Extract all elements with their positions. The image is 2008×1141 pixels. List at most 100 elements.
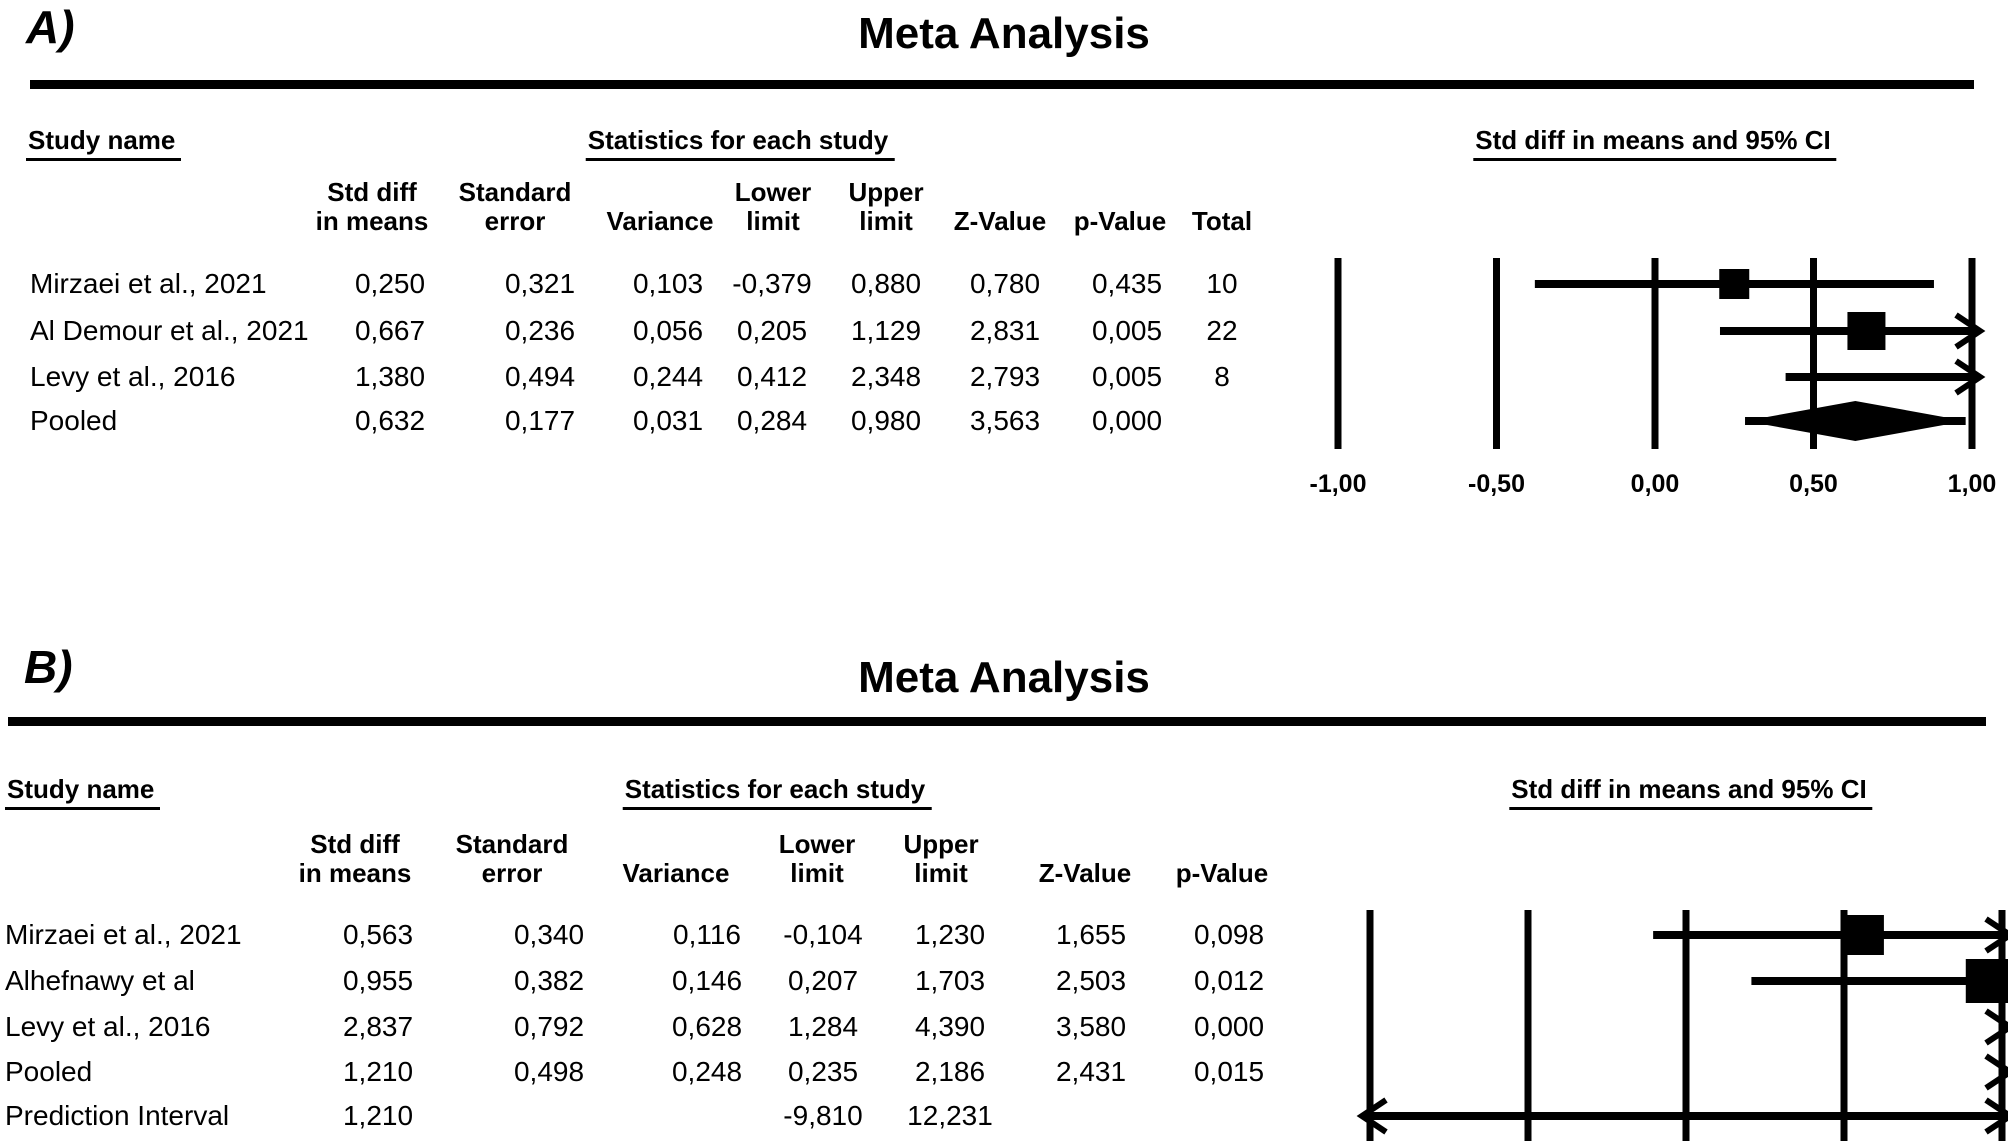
section-header-text: Statistics for each study <box>585 127 895 161</box>
value-cell: 0,667 <box>354 315 426 346</box>
panel-a-statistics-header: Statistics for each study <box>585 127 895 161</box>
pooled-diamond <box>1745 401 1966 441</box>
panel-a-header-rule <box>30 80 1974 89</box>
value-cell: 2,793 <box>969 361 1041 392</box>
value-cell: 0,031 <box>632 405 704 436</box>
value-cell: -9,810 <box>783 1100 863 1131</box>
column-header: limit <box>746 206 800 236</box>
value-cell: 0,340 <box>513 919 585 950</box>
column-header: in means <box>315 206 429 236</box>
value-cell: 2,831 <box>969 315 1041 346</box>
study-name: Levy et al., 2016 <box>30 361 236 392</box>
value-cell: 0,880 <box>850 268 922 299</box>
column-header: Standard <box>458 177 572 207</box>
study-name: Pooled <box>30 405 118 436</box>
panel-a-study-name-header: Study name <box>26 127 182 161</box>
value-cell: -0,379 <box>732 268 812 299</box>
value-cell: 0,000 <box>1193 1011 1265 1042</box>
column-header: Z-Value <box>1038 858 1132 888</box>
column-header: p-Value <box>1073 206 1167 236</box>
value-cell: 0,103 <box>632 268 704 299</box>
value-cell: 1,129 <box>850 315 922 346</box>
effect-square <box>1719 269 1750 299</box>
panel-a-plot-header: Std diff in means and 95% CI <box>1473 127 1837 161</box>
panel-a-title: Meta Analysis <box>858 9 1150 58</box>
column-header: p-Value <box>1175 858 1269 888</box>
column-header: limit <box>790 858 844 888</box>
panel-b-header-rule <box>8 717 1986 726</box>
value-cell: 0,056 <box>632 315 704 346</box>
effect-square <box>1965 959 2008 1003</box>
study-name: Al Demour et al., 2021 <box>30 315 309 346</box>
right-arrowhead <box>1984 1008 2008 1046</box>
value-cell: 1,655 <box>1055 919 1127 950</box>
value-cell: 22 <box>1206 315 1238 346</box>
study-name: Prediction Interval <box>5 1100 230 1131</box>
value-cell: 0,000 <box>1091 405 1163 436</box>
value-cell: 10 <box>1206 268 1238 299</box>
column-header: Std diff <box>310 829 400 859</box>
value-cell: 0,235 <box>787 1056 859 1087</box>
value-cell: 1,210 <box>342 1100 414 1131</box>
panel-a-label: A) <box>26 1 75 53</box>
section-header-text: Statistics for each study <box>622 776 932 810</box>
column-header: error <box>481 858 543 888</box>
panel-b-plot-header: Std diff in means and 95% CI <box>1509 776 1873 810</box>
value-cell: 0,412 <box>736 361 808 392</box>
value-cell: 0,248 <box>671 1056 743 1087</box>
value-cell: 2,431 <box>1055 1056 1127 1087</box>
value-cell: 3,563 <box>969 405 1041 436</box>
value-cell: 0,955 <box>342 965 414 996</box>
value-cell: 0,792 <box>513 1011 585 1042</box>
value-cell: 1,230 <box>914 919 986 950</box>
value-cell: 3,580 <box>1055 1011 1127 1042</box>
value-cell: 12,231 <box>907 1100 993 1131</box>
axis-tick-label: 0,50 <box>1789 470 1838 498</box>
value-cell: 1,284 <box>787 1011 859 1042</box>
value-cell: 0,284 <box>736 405 808 436</box>
value-cell: 1,703 <box>914 965 986 996</box>
column-header: Z-Value <box>953 206 1047 236</box>
column-header: Total <box>1191 206 1253 236</box>
column-header: Variance <box>622 858 730 888</box>
effect-square <box>1847 312 1886 350</box>
column-header: Standard <box>455 829 569 859</box>
value-cell: 0,012 <box>1193 965 1265 996</box>
value-cell: 0,628 <box>671 1011 743 1042</box>
value-cell: 0,098 <box>1193 919 1265 950</box>
section-header-text: Std diff in means and 95% CI <box>1509 776 1873 810</box>
value-cell: 2,503 <box>1055 965 1127 996</box>
value-cell: 0,563 <box>342 919 414 950</box>
study-name: Mirzaei et al., 2021 <box>5 919 242 950</box>
panel-b-statistics-header: Statistics for each study <box>622 776 932 810</box>
right-arrowhead <box>1954 358 1986 396</box>
value-cell: 2,348 <box>850 361 922 392</box>
value-cell: 0,494 <box>504 361 576 392</box>
value-cell: 0,980 <box>850 405 922 436</box>
value-cell: 0,250 <box>354 268 426 299</box>
study-name: Pooled <box>5 1056 93 1087</box>
value-cell: 0,116 <box>673 919 741 950</box>
value-cell: 0,205 <box>736 315 808 346</box>
column-header: Variance <box>606 206 714 236</box>
study-name: Levy et al., 2016 <box>5 1011 211 1042</box>
column-header: Std diff <box>327 177 417 207</box>
value-cell: 8 <box>1214 361 1230 392</box>
value-cell: 1,380 <box>354 361 426 392</box>
column-header: Lower <box>734 177 812 207</box>
column-header: Upper <box>848 177 924 207</box>
right-arrowhead <box>1984 1053 2008 1091</box>
value-cell: 0,382 <box>513 965 585 996</box>
panel-b-study-name-header: Study name <box>5 776 161 810</box>
value-cell: 0,015 <box>1193 1056 1265 1087</box>
value-cell: 0,005 <box>1091 361 1163 392</box>
column-header: error <box>484 206 546 236</box>
axis-tick-label: 0,00 <box>1630 470 1680 498</box>
right-arrowhead <box>1954 312 1986 350</box>
study-name: Mirzaei et al., 2021 <box>30 268 267 299</box>
value-cell: 0,177 <box>504 405 576 436</box>
value-cell: 0,435 <box>1091 268 1163 299</box>
right-arrowhead <box>1984 1097 2008 1135</box>
value-cell: 0,632 <box>354 405 426 436</box>
